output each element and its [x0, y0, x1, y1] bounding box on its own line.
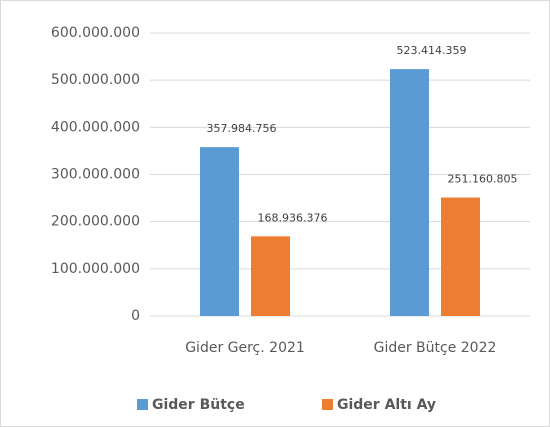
legend-label: Gider Altı Ay — [337, 397, 436, 413]
y-tick-label: 100.000.000 — [51, 261, 140, 277]
y-tick-label: 200.000.000 — [51, 214, 140, 230]
y-tick-label: 300.000.000 — [51, 167, 140, 183]
y-tick-label: 400.000.000 — [51, 119, 140, 135]
bar — [200, 147, 239, 316]
bar — [441, 197, 480, 316]
bar — [390, 69, 429, 316]
y-tick-label: 0 — [131, 308, 140, 324]
legend-swatch — [322, 399, 333, 410]
data-label: 357.984.756 — [207, 122, 277, 135]
y-tick-label: 500.000.000 — [51, 72, 140, 88]
data-label: 523.414.359 — [397, 44, 467, 57]
legend-label: Gider Bütçe — [152, 397, 245, 413]
data-label: 168.936.376 — [258, 211, 328, 224]
bar — [251, 236, 290, 316]
x-tick-label: Gider Gerç. 2021 — [185, 340, 305, 356]
x-tick-label: Gider Bütçe 2022 — [374, 340, 497, 356]
data-label: 251.160.805 — [448, 173, 518, 186]
legend-swatch — [137, 399, 148, 410]
y-tick-label: 600.000.000 — [51, 25, 140, 41]
